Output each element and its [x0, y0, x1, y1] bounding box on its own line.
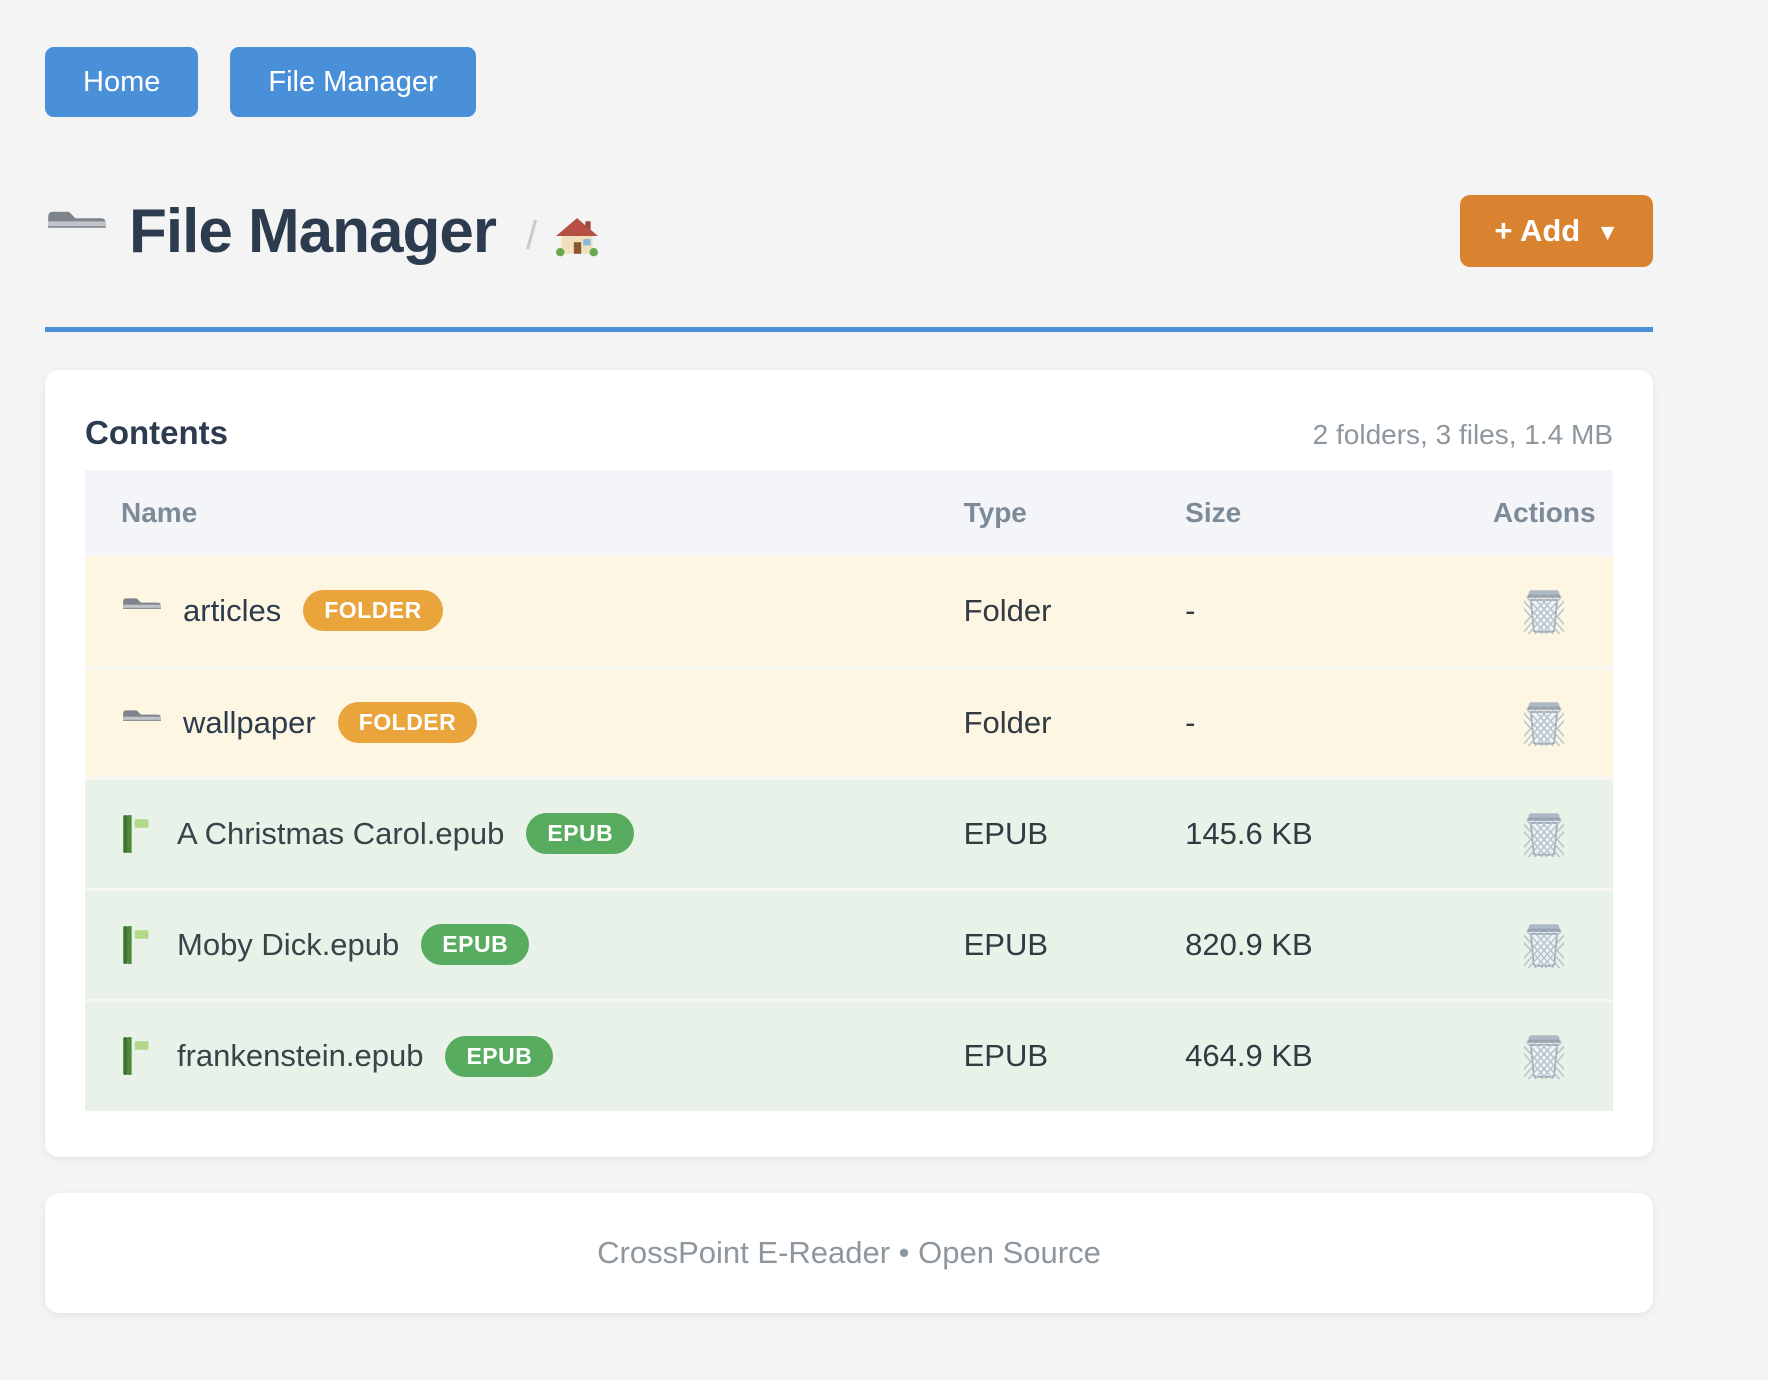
- top-nav: Home File Manager: [45, 47, 1653, 117]
- size-cell: 820.9 KB: [1185, 889, 1475, 1000]
- item-name[interactable]: articles: [183, 593, 281, 629]
- type-badge: FOLDER: [338, 702, 478, 743]
- table-row[interactable]: Moby Dick.epub EPUB EPUB 820.9 KB: [85, 889, 1613, 1000]
- column-header-type: Type: [964, 470, 1186, 556]
- type-badge: EPUB: [526, 813, 634, 854]
- table-row[interactable]: wallpaper FOLDER Folder -: [85, 667, 1613, 778]
- table-row[interactable]: articles FOLDER Folder -: [85, 556, 1613, 667]
- table-row[interactable]: frankenstein.epub EPUB EPUB 464.9 KB: [85, 1000, 1613, 1111]
- delete-button[interactable]: [1524, 922, 1564, 968]
- house-icon[interactable]: [555, 216, 599, 258]
- page-title: File Manager: [129, 196, 496, 267]
- add-button-label: + Add: [1494, 213, 1580, 249]
- type-cell: Folder: [964, 556, 1186, 667]
- table-header-row: Name Type Size Actions: [85, 470, 1613, 556]
- trash-icon: [1524, 700, 1564, 746]
- column-header-actions: Actions: [1475, 470, 1613, 556]
- footer: CrossPoint E-Reader • Open Source: [45, 1193, 1653, 1313]
- delete-button[interactable]: [1524, 811, 1564, 857]
- size-cell: -: [1185, 667, 1475, 778]
- delete-button[interactable]: [1524, 1033, 1564, 1079]
- folder-icon: [121, 703, 163, 743]
- type-cell: Folder: [964, 667, 1186, 778]
- accent-divider: [45, 327, 1653, 332]
- type-cell: EPUB: [964, 778, 1186, 889]
- type-badge: EPUB: [421, 924, 529, 965]
- item-name[interactable]: A Christmas Carol.epub: [177, 816, 504, 852]
- folder-icon: [45, 203, 109, 259]
- breadcrumb-separator: /: [526, 214, 537, 259]
- book-icon: [121, 924, 157, 966]
- size-cell: 145.6 KB: [1185, 778, 1475, 889]
- type-badge: FOLDER: [303, 590, 443, 631]
- book-icon: [121, 1035, 157, 1077]
- column-header-name: Name: [85, 470, 964, 556]
- column-header-size: Size: [1185, 470, 1475, 556]
- contents-card: Contents 2 folders, 3 files, 1.4 MB Name…: [45, 370, 1653, 1157]
- file-table: Name Type Size Actions articles FOLDER F…: [85, 470, 1613, 1111]
- caret-down-icon: ▼: [1596, 219, 1619, 246]
- size-cell: 464.9 KB: [1185, 1000, 1475, 1111]
- card-title: Contents: [85, 414, 228, 452]
- delete-button[interactable]: [1524, 700, 1564, 746]
- item-name[interactable]: wallpaper: [183, 705, 316, 741]
- trash-icon: [1524, 811, 1564, 857]
- folder-icon: [121, 591, 163, 631]
- book-icon: [121, 813, 157, 855]
- trash-icon: [1524, 1033, 1564, 1079]
- title-wrap: File Manager /: [45, 196, 1460, 267]
- type-badge: EPUB: [445, 1036, 553, 1077]
- item-name[interactable]: Moby Dick.epub: [177, 927, 399, 963]
- add-button[interactable]: + Add ▼: [1460, 195, 1653, 267]
- page-header: File Manager / + Add ▼: [45, 195, 1653, 267]
- type-cell: EPUB: [964, 889, 1186, 1000]
- card-header: Contents 2 folders, 3 files, 1.4 MB: [85, 414, 1613, 452]
- home-button[interactable]: Home: [45, 47, 198, 117]
- file-manager-button[interactable]: File Manager: [230, 47, 475, 117]
- contents-summary: 2 folders, 3 files, 1.4 MB: [1313, 419, 1613, 451]
- type-cell: EPUB: [964, 1000, 1186, 1111]
- item-name[interactable]: frankenstein.epub: [177, 1038, 423, 1074]
- trash-icon: [1524, 922, 1564, 968]
- table-row[interactable]: A Christmas Carol.epub EPUB EPUB 145.6 K…: [85, 778, 1613, 889]
- footer-text: CrossPoint E-Reader • Open Source: [597, 1235, 1101, 1271]
- delete-button[interactable]: [1524, 588, 1564, 634]
- page-container: Home File Manager File Manager / + Add ▼…: [45, 0, 1653, 1313]
- trash-icon: [1524, 588, 1564, 634]
- size-cell: -: [1185, 556, 1475, 667]
